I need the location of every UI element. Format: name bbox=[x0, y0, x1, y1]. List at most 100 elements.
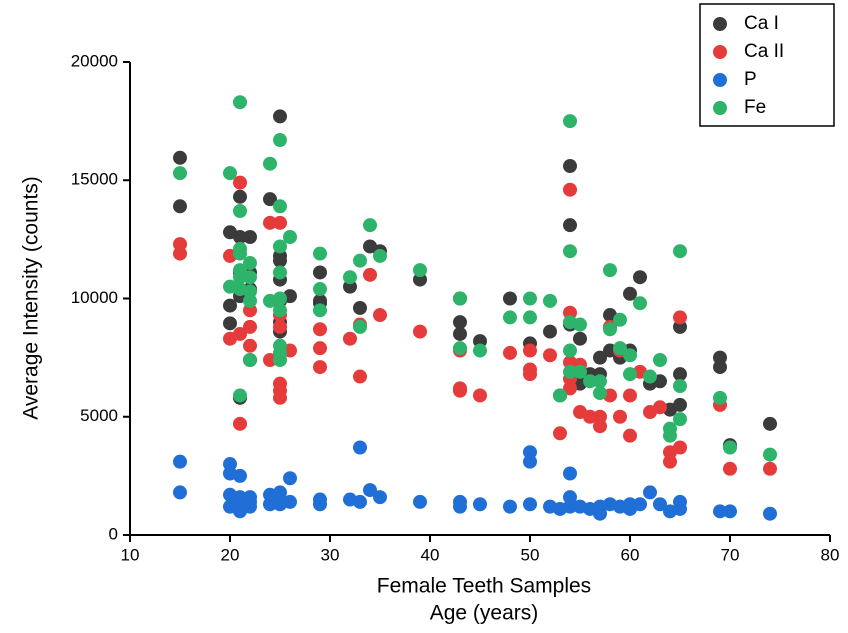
data-point bbox=[553, 426, 567, 441]
data-point bbox=[243, 352, 257, 367]
data-point bbox=[283, 471, 297, 486]
data-point bbox=[573, 331, 587, 346]
data-point bbox=[713, 390, 727, 405]
data-point bbox=[633, 270, 647, 285]
data-point bbox=[593, 386, 607, 401]
data-point bbox=[563, 159, 577, 174]
x-tick-label: 80 bbox=[821, 545, 840, 564]
data-point bbox=[763, 461, 777, 476]
y-tick-label: 0 bbox=[109, 524, 118, 543]
data-point bbox=[563, 466, 577, 481]
data-point bbox=[273, 133, 287, 148]
data-point bbox=[673, 397, 687, 412]
data-point bbox=[673, 501, 687, 516]
data-point bbox=[723, 461, 737, 476]
data-point bbox=[563, 218, 577, 233]
data-point bbox=[243, 256, 257, 271]
legend-marker bbox=[713, 17, 727, 31]
data-point bbox=[233, 203, 247, 218]
data-point bbox=[453, 315, 467, 330]
data-point bbox=[723, 440, 737, 455]
data-point bbox=[673, 367, 687, 382]
data-point bbox=[263, 215, 277, 230]
data-point bbox=[613, 409, 627, 424]
data-point bbox=[273, 303, 287, 318]
data-point bbox=[243, 293, 257, 308]
data-point bbox=[273, 253, 287, 268]
data-point bbox=[233, 468, 247, 483]
data-point bbox=[243, 338, 257, 353]
y-tick-label: 10000 bbox=[71, 288, 118, 307]
data-point bbox=[363, 267, 377, 282]
data-point bbox=[673, 412, 687, 427]
data-point bbox=[233, 270, 247, 285]
data-point bbox=[273, 265, 287, 280]
data-point bbox=[673, 379, 687, 394]
data-point bbox=[563, 499, 577, 514]
data-point bbox=[363, 483, 377, 498]
y-axis-label: Average Intensity (counts) bbox=[20, 176, 43, 420]
data-point bbox=[563, 343, 577, 358]
data-point bbox=[613, 341, 627, 356]
data-point bbox=[173, 166, 187, 181]
data-point bbox=[243, 319, 257, 334]
data-point bbox=[583, 374, 597, 389]
data-point bbox=[593, 374, 607, 389]
data-point bbox=[503, 310, 517, 325]
data-point bbox=[573, 317, 587, 332]
data-point bbox=[543, 324, 557, 339]
data-point bbox=[223, 298, 237, 313]
data-point bbox=[523, 291, 537, 306]
x-tick-label: 40 bbox=[421, 545, 440, 564]
legend-label: Fe bbox=[744, 97, 766, 118]
data-point bbox=[223, 316, 237, 331]
data-point bbox=[563, 244, 577, 259]
data-point bbox=[413, 324, 427, 339]
data-point bbox=[353, 369, 367, 384]
legend-marker bbox=[713, 73, 727, 87]
data-point bbox=[413, 494, 427, 509]
x-tick-label: 50 bbox=[521, 545, 540, 564]
legend-marker bbox=[713, 45, 727, 59]
data-point bbox=[563, 114, 577, 129]
data-point bbox=[613, 312, 627, 327]
data-point bbox=[623, 388, 637, 403]
data-point bbox=[373, 490, 387, 505]
data-point bbox=[313, 282, 327, 297]
x-axis-label: Age (years) bbox=[430, 602, 539, 625]
data-point bbox=[313, 246, 327, 261]
data-point bbox=[233, 189, 247, 204]
data-point bbox=[473, 497, 487, 512]
data-point bbox=[223, 166, 237, 181]
data-point bbox=[503, 291, 517, 306]
data-point bbox=[593, 350, 607, 365]
data-point bbox=[503, 345, 517, 360]
data-point bbox=[313, 303, 327, 318]
data-point bbox=[273, 352, 287, 367]
data-point bbox=[233, 230, 247, 245]
data-point bbox=[173, 150, 187, 165]
data-point bbox=[343, 331, 357, 346]
data-point bbox=[633, 497, 647, 512]
data-point bbox=[673, 440, 687, 455]
data-point bbox=[353, 300, 367, 315]
legend-label: P bbox=[744, 69, 757, 90]
data-point bbox=[713, 504, 727, 519]
data-point bbox=[633, 296, 647, 311]
data-point bbox=[353, 494, 367, 509]
data-point bbox=[653, 497, 667, 512]
data-point bbox=[673, 310, 687, 325]
data-point bbox=[173, 199, 187, 214]
data-point bbox=[243, 499, 257, 514]
data-point bbox=[173, 246, 187, 261]
x-axis-label: Female Teeth Samples bbox=[377, 575, 591, 598]
x-tick-label: 20 bbox=[221, 545, 240, 564]
data-point bbox=[233, 388, 247, 403]
data-point bbox=[313, 265, 327, 280]
x-tick-label: 30 bbox=[321, 545, 340, 564]
data-point bbox=[583, 409, 597, 424]
data-point bbox=[763, 416, 777, 431]
data-point bbox=[243, 230, 257, 245]
data-point bbox=[373, 308, 387, 323]
data-point bbox=[273, 291, 287, 306]
